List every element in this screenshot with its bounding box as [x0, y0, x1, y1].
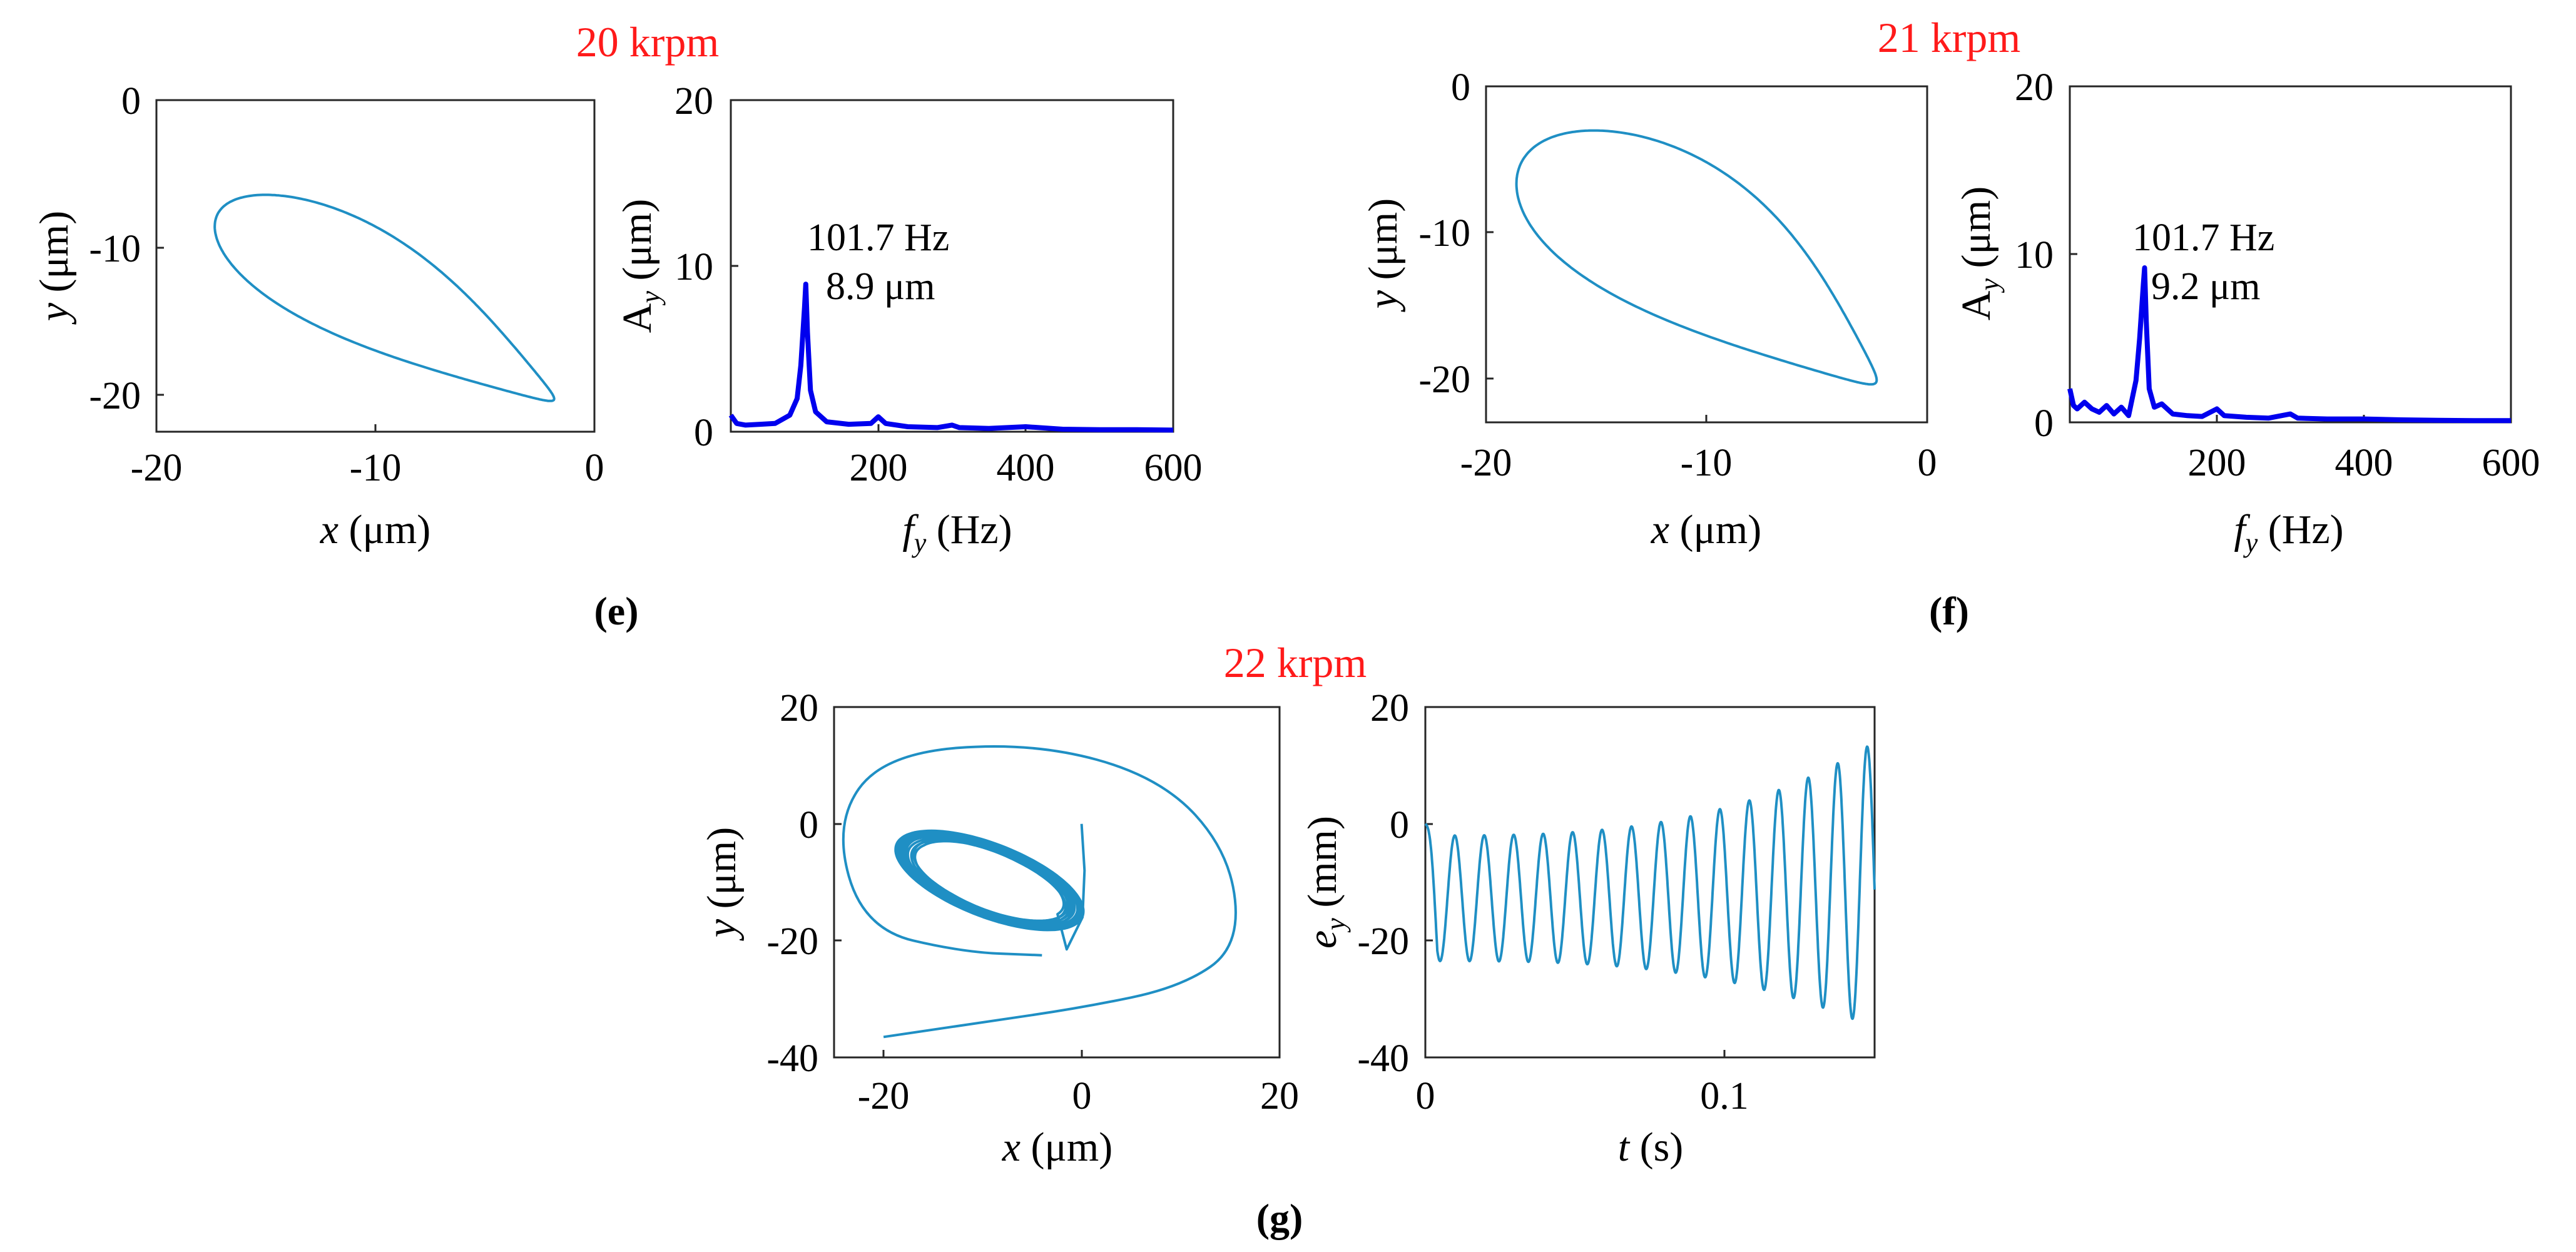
e-orbit-xtick-m10: -10 — [350, 447, 402, 489]
e-orbit-trajectory — [213, 193, 556, 402]
g-orbit-ytick-0: 0 — [799, 804, 818, 847]
g-time-ytick-m40: -40 — [1357, 1037, 1409, 1080]
panel-f-spectrum-yticks: 20 10 0 — [2015, 66, 2077, 445]
f-spec-xtick-600: 600 — [2482, 442, 2540, 484]
e-spectrum-line — [728, 282, 1174, 433]
e-spec-xtick-400: 400 — [997, 447, 1055, 489]
f-spectrum-line — [2067, 265, 2511, 424]
g-orbit-xtick-0: 0 — [1072, 1075, 1092, 1117]
panel-f-orbit-xticks: -20 -10 0 — [1460, 415, 1937, 484]
e-orbit-ytick-0: 0 — [121, 80, 141, 123]
e-spec-ylabel: Ay (μm) — [614, 199, 666, 333]
e-spec-xtick-200: 200 — [850, 447, 908, 489]
panel-g-orbit-yticks: 20 0 -20 -40 — [766, 687, 842, 1080]
panel-g-time-frame — [1424, 706, 1876, 1059]
panel-e-spectrum-yticks: 20 10 0 — [675, 80, 738, 454]
g-orbit-xtick-20: 20 — [1260, 1075, 1299, 1117]
e-orbit-ytick-m10: -10 — [89, 228, 141, 270]
panel-e-orbit-xticks: -20 -10 0 — [131, 424, 604, 489]
g-orbit-trajectory — [842, 745, 1237, 1039]
f-orbit-trajectory — [1515, 129, 1878, 386]
f-spec-xtick-400: 400 — [2335, 442, 2393, 484]
panel-g-time: 20 0 -20 -40 0 0.1 t (s) ey (mm) — [1300, 687, 1876, 1170]
f-peak-frequency-label: 101.7 Hz — [2132, 216, 2274, 259]
e-peak-amplitude-label: 8.9 μm — [826, 265, 935, 308]
f-orbit-ylabel: y (μm) — [1360, 198, 1406, 312]
g-orbit-ylabel: y (μm) — [699, 827, 745, 941]
g-time-ytick-20: 20 — [1370, 687, 1409, 730]
e-peak-frequency-label: 101.7 Hz — [807, 216, 949, 259]
f-spec-ytick-10: 10 — [2015, 234, 2054, 277]
e-spec-ytick-10: 10 — [675, 246, 713, 288]
f-spec-ytick-0: 0 — [2034, 402, 2054, 445]
g-time-ytick-0: 0 — [1390, 804, 1409, 847]
panel-g-time-yticks: 20 0 -20 -40 — [1357, 687, 1433, 1080]
f-orbit-xtick-m10: -10 — [1681, 442, 1733, 484]
caption-f: (f) — [1929, 589, 1969, 633]
e-spec-xlabel: fy (Hz) — [902, 507, 1012, 558]
f-peak-amplitude-label: 9.2 μm — [2151, 265, 2260, 308]
panel-g-orbit-xticks: -20 0 20 — [858, 1050, 1299, 1117]
e-orbit-xtick-m20: -20 — [131, 447, 183, 489]
f-orbit-xtick-0: 0 — [1918, 442, 1937, 484]
panel-e-orbit: 0 -10 -20 -20 -10 0 x (μm) y (μm) — [31, 80, 604, 552]
caption-e: (e) — [594, 589, 638, 633]
speed-title-g: 22 krpm — [1224, 639, 1367, 686]
panel-g-time-xticks: 0 0.1 — [1416, 1050, 1749, 1117]
e-spec-ytick-20: 20 — [675, 80, 713, 123]
g-time-xtick-0: 0 — [1416, 1075, 1435, 1117]
panel-e-orbit-yticks: 0 -10 -20 — [89, 80, 164, 417]
e-orbit-xtick-0: 0 — [585, 447, 604, 489]
panel-e-spectrum-xticks: 200 400 600 — [850, 424, 1203, 489]
e-orbit-ytick-m20: -20 — [89, 375, 141, 417]
g-orbit-ytick-m20: -20 — [766, 920, 818, 963]
e-spec-ytick-0: 0 — [694, 412, 713, 454]
caption-g: (g) — [1256, 1196, 1303, 1240]
g-orbit-ytick-m40: -40 — [766, 1037, 818, 1080]
g-time-xlabel: t (s) — [1618, 1124, 1684, 1170]
f-orbit-ytick-0: 0 — [1451, 66, 1470, 109]
f-spec-ytick-20: 20 — [2015, 66, 2054, 109]
g-orbit-ytick-20: 20 — [780, 687, 818, 730]
panel-e-orbit-frame — [155, 99, 596, 433]
speed-title-f: 21 krpm — [1878, 14, 2021, 61]
e-orbit-xlabel: x (μm) — [320, 507, 430, 552]
panel-g-orbit: 20 0 -20 -40 -20 0 20 x (μm) y (μm) — [699, 687, 1299, 1170]
f-orbit-ytick-m20: -20 — [1418, 359, 1470, 401]
f-spec-xlabel: fy (Hz) — [2234, 507, 2343, 558]
g-time-ytick-m20: -20 — [1357, 920, 1409, 963]
f-spec-ylabel: Ay (μm) — [1953, 186, 2005, 320]
speed-title-e: 20 krpm — [576, 18, 720, 66]
panel-f-spectrum-xticks: 200 400 600 — [2188, 415, 2540, 484]
panel-e-spectrum: 20 10 0 200 400 600 101.7 Hz 8.9 μm fy (… — [614, 80, 1203, 558]
g-orbit-xlabel: x (μm) — [1002, 1124, 1112, 1170]
g-time-signal — [1424, 745, 1876, 1020]
panel-g-orbit-frame — [833, 706, 1281, 1059]
e-orbit-ylabel: y (μm) — [31, 211, 77, 325]
g-orbit-xtick-m20: -20 — [858, 1075, 910, 1117]
panel-f-spectrum: 20 10 0 200 400 600 101.7 Hz 9.2 μm fy (… — [1953, 66, 2540, 558]
f-spec-xtick-200: 200 — [2188, 442, 2246, 484]
f-orbit-xlabel: x (μm) — [1651, 507, 1761, 552]
panel-f-orbit-yticks: 0 -10 -20 — [1418, 66, 1494, 401]
g-time-xtick-0.1: 0.1 — [1700, 1075, 1749, 1117]
panel-f-orbit: 0 -10 -20 -20 -10 0 x (μm) y (μm) — [1360, 66, 1937, 552]
f-orbit-xtick-m20: -20 — [1460, 442, 1512, 484]
e-spec-xtick-600: 600 — [1144, 447, 1203, 489]
f-orbit-ytick-m10: -10 — [1418, 212, 1470, 255]
g-time-ylabel: ey (mm) — [1300, 816, 1351, 949]
